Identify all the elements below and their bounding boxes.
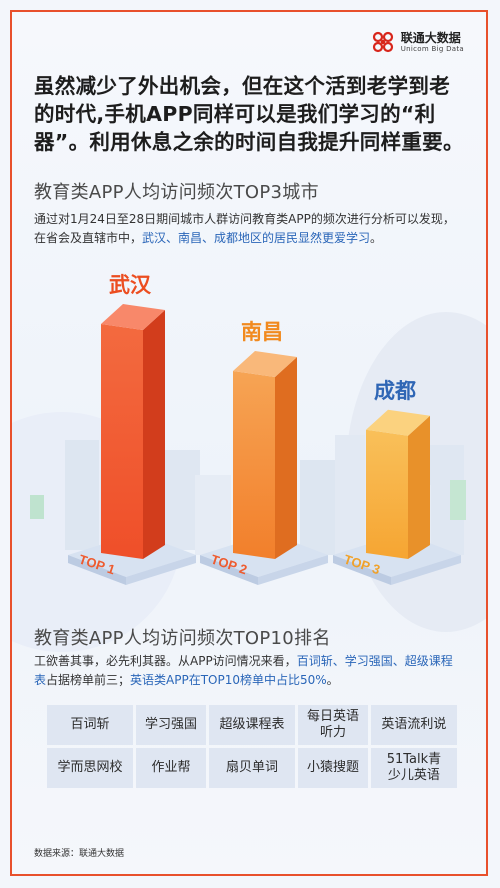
desc-highlight: 武汉、南昌、成都地区的居民显然更爱学习 xyxy=(142,231,371,245)
desc-text: 占据榜单前三； xyxy=(46,673,131,687)
bar-pedestal xyxy=(200,555,258,585)
desc-highlight: 百词斩、学习强国、超级课程表 xyxy=(34,654,453,687)
bar xyxy=(366,409,430,436)
desc-text: 工欲善其事，必先利其器。从APP访问情况来看， xyxy=(34,654,297,668)
rank-cell: 扇贝单词 xyxy=(208,748,296,788)
rank-cell: 学习强国 xyxy=(136,705,206,745)
section-desc-top3: 通过对1月24日至28日期间城市人群访问教育类APP的频次进行分析可以发现，在省… xyxy=(34,210,464,248)
rank-cell: 51Talk青 少儿英语 xyxy=(370,748,457,788)
rank-cell: 作业帮 xyxy=(136,748,206,788)
section-title-top3: 教育类APP人均访问频次TOP3城市 xyxy=(34,182,319,203)
city-label: 武汉 xyxy=(109,274,152,297)
city-label: 南昌 xyxy=(241,320,283,344)
bar-pedestal xyxy=(258,555,328,585)
bar xyxy=(233,371,275,559)
section-desc-top10: 工欲善其事，必先利其器。从APP访问情况来看，百词斩、学习强国、超级课程表占据榜… xyxy=(34,652,464,690)
bar xyxy=(143,310,165,559)
top10-ranking-table: 百词斩 学习强国 超级课程表 每日英语 听力 英语流利说 学而思网校 作业帮 扇贝… xyxy=(44,702,460,791)
bar-pedestal xyxy=(68,555,126,585)
rank-cell: 小猿搜题 xyxy=(298,748,368,788)
desc-text: 。 xyxy=(326,673,339,687)
bar-pedestal xyxy=(391,555,461,585)
rank-cell: 每日英语 听力 xyxy=(298,705,368,745)
unicom-logo: 联通大数据 Unicom Big Data xyxy=(371,30,464,54)
bar-pedestal xyxy=(126,555,196,585)
rank-cell: 百词斩 xyxy=(47,705,134,745)
bar xyxy=(233,351,297,377)
rank-cell: 学而思网校 xyxy=(47,748,134,788)
desc-highlight: 英语类APP在TOP10榜单中占比50% xyxy=(130,673,327,687)
rank-cell: 超级课程表 xyxy=(208,705,296,745)
desc-text: 通过对1月24日至28日期间城市人群访问教育类APP的频次进行分析可以发现，在省… xyxy=(34,212,455,245)
bar xyxy=(275,357,297,559)
table-row: 百词斩 学习强国 超级课程表 每日英语 听力 英语流利说 xyxy=(47,705,457,745)
rank-cell: 英语流利说 xyxy=(370,705,457,745)
bar xyxy=(408,415,430,559)
city-label: 成都 xyxy=(374,379,416,403)
logo-subtitle: Unicom Big Data xyxy=(400,44,464,53)
desc-text: 。 xyxy=(370,231,383,245)
bar xyxy=(101,304,165,330)
bar xyxy=(366,429,408,559)
bar xyxy=(101,324,143,559)
bar-pedestal xyxy=(333,555,391,585)
section-title-top10: 教育类APP人均访问频次TOP10排名 xyxy=(34,628,331,649)
logo-title: 联通大数据 xyxy=(400,30,461,45)
data-source: 数据来源：联通大数据 xyxy=(34,849,125,859)
intro-text: 虽然减少了外出机会，但在这个活到老学到老的时代,手机APP同样可以是我们学习的“… xyxy=(34,74,464,154)
unicom-knot-icon xyxy=(372,31,393,53)
table-row: 学而思网校 作业帮 扇贝单词 小猿搜题 51Talk青 少儿英语 xyxy=(47,748,457,788)
